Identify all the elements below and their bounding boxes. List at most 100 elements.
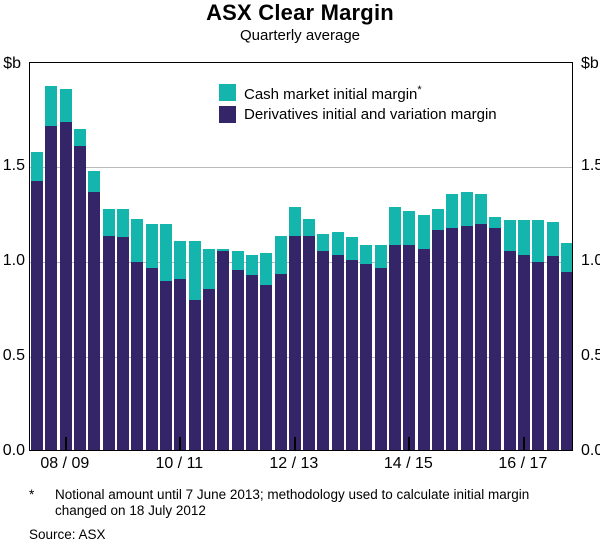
footnote-marker: * — [29, 487, 35, 502]
bar-segment-cash-market — [145, 224, 158, 268]
bar-segment-derivatives — [131, 262, 144, 450]
legend: Cash market initial margin* Derivatives … — [219, 82, 497, 126]
bar-segment-cash-market — [260, 252, 273, 285]
bar-segment-derivatives — [159, 281, 172, 450]
bar-stack — [460, 191, 473, 450]
bar-segment-cash-market — [159, 224, 172, 282]
bar-segment-derivatives — [117, 237, 130, 450]
bar-segment-cash-market — [517, 220, 530, 255]
gridline — [30, 357, 572, 359]
bar-segment-cash-market — [74, 129, 87, 147]
bar-segment-derivatives — [231, 269, 244, 450]
bar-stack — [446, 193, 459, 450]
bar-segment-cash-market — [489, 216, 502, 228]
bar-segment-derivatives — [145, 267, 158, 450]
bar-stack — [389, 207, 402, 450]
y-axis-unit-right: $b — [581, 55, 599, 72]
x-tickmark — [522, 437, 525, 450]
bar-stack — [145, 224, 158, 450]
bar-segment-derivatives — [532, 262, 545, 450]
y-tick-label-right: 0.0 — [581, 442, 600, 459]
bar-stack — [374, 245, 387, 450]
plot-inner — [30, 63, 572, 450]
bar-stack — [360, 245, 373, 450]
bar-segment-cash-market — [474, 193, 487, 225]
bar-segment-cash-market — [88, 171, 101, 192]
bar-stack — [417, 214, 430, 450]
legend-label-derivatives: Derivatives initial and variation margin — [244, 105, 497, 123]
bar-stack — [174, 241, 187, 450]
legend-swatch-cash-market — [219, 83, 236, 101]
bar-segment-cash-market — [389, 207, 402, 246]
bar-segment-derivatives — [202, 288, 215, 450]
bar-segment-cash-market — [288, 207, 301, 236]
bar-segment-derivatives — [360, 264, 373, 450]
bar-stack — [45, 85, 58, 450]
bar-segment-derivatives — [517, 254, 530, 450]
source-line: Source: ASX — [29, 527, 106, 542]
x-tick-label: 16 / 17 — [498, 455, 548, 472]
bar-segment-cash-market — [202, 248, 215, 289]
bar-stack — [188, 241, 201, 450]
x-tickmark — [408, 437, 411, 450]
bar-segment-derivatives — [446, 228, 459, 450]
bar-segment-cash-market — [217, 248, 230, 251]
bar-segment-cash-market — [188, 241, 201, 301]
bar-stack — [260, 252, 273, 450]
bar-stack — [159, 224, 172, 450]
bar-stack — [317, 233, 330, 450]
bar-segment-derivatives — [88, 191, 101, 450]
chart-title: ASX Clear Margin — [206, 0, 394, 25]
legend-item-derivatives: Derivatives initial and variation margin — [219, 104, 497, 124]
bar-segment-cash-market — [331, 231, 344, 255]
bar-segment-derivatives — [460, 226, 473, 450]
bar-stack — [74, 129, 87, 450]
bar-segment-derivatives — [260, 284, 273, 450]
bar-segment-cash-market — [560, 243, 572, 272]
bar-stack — [346, 237, 359, 450]
gridline — [30, 167, 572, 169]
bar-segment-cash-market — [446, 193, 459, 228]
bar-segment-cash-market — [102, 209, 115, 236]
bar-segment-derivatives — [503, 250, 516, 450]
bar-segment-cash-market — [131, 218, 144, 263]
bar-segment-derivatives — [489, 228, 502, 450]
bar-segment-derivatives — [389, 245, 402, 450]
x-tick-label: 14 / 15 — [383, 455, 433, 472]
bar-stack — [431, 209, 444, 450]
bar-segment-cash-market — [403, 210, 416, 246]
bar-segment-derivatives — [331, 254, 344, 450]
bar-segment-derivatives — [59, 121, 72, 450]
chart-subtitle: Quarterly average — [239, 27, 361, 44]
bar-segment-cash-market — [346, 237, 359, 261]
bar-stack — [202, 248, 215, 450]
bar-stack — [288, 207, 301, 450]
bar-segment-derivatives — [74, 146, 87, 450]
bar-stack — [517, 220, 530, 450]
bar-segment-cash-market — [532, 220, 545, 263]
bar-stack — [274, 235, 287, 450]
bar-segment-derivatives — [317, 250, 330, 450]
y-tick-label-right: 1.5 — [581, 157, 600, 175]
bar-segment-derivatives — [288, 235, 301, 450]
bar-stack — [117, 209, 130, 450]
bar-stack — [131, 218, 144, 450]
bar-stack — [88, 171, 101, 450]
x-tick-label: 08 / 09 — [40, 455, 90, 472]
bar-segment-derivatives — [174, 279, 187, 450]
bar-segment-derivatives — [45, 125, 58, 450]
bar-segment-cash-market — [360, 245, 373, 265]
bar-segment-cash-market — [59, 89, 72, 122]
bar-stack — [532, 220, 545, 450]
x-tick-label: 10 / 11 — [155, 455, 204, 472]
bar-stack — [331, 231, 344, 450]
legend-item-cash-market: Cash market initial margin* — [219, 82, 497, 103]
bar-segment-cash-market — [303, 218, 316, 236]
bar-segment-derivatives — [274, 273, 287, 450]
bar-segment-cash-market — [317, 233, 330, 251]
bar-segment-derivatives — [102, 235, 115, 450]
x-tick-label: 12 / 13 — [269, 455, 319, 472]
bar-segment-derivatives — [417, 248, 430, 450]
y-axis-unit-left: $b — [3, 55, 21, 72]
